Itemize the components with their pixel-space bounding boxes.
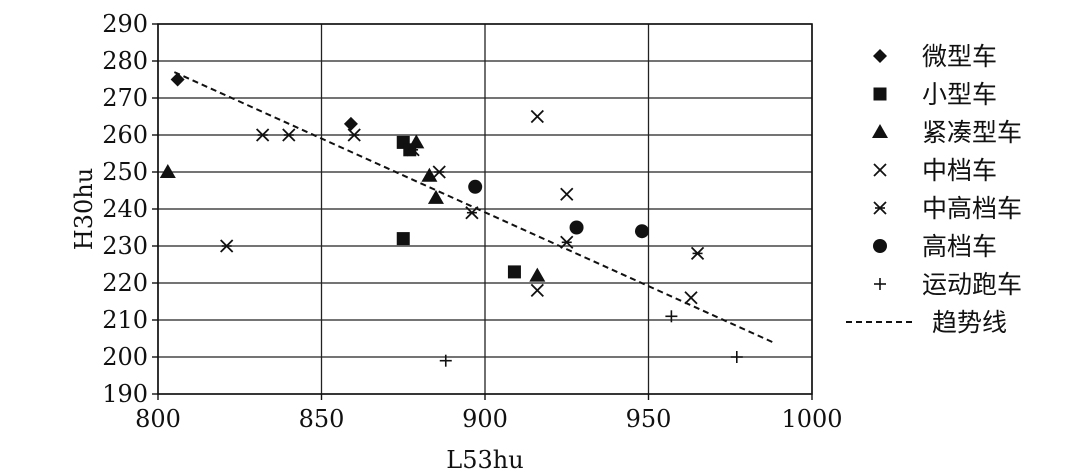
legend-item: 中档车 bbox=[873, 156, 997, 185]
triangle-marker bbox=[159, 164, 176, 178]
y-tick-label: 250 bbox=[102, 158, 148, 186]
legend-marker bbox=[873, 163, 887, 177]
data-point bbox=[347, 128, 361, 142]
y-tick-label: 260 bbox=[102, 121, 148, 149]
x-marker-stroke bbox=[530, 283, 544, 298]
x-axis-title: L53hu bbox=[446, 446, 523, 471]
y-tick-label: 280 bbox=[102, 47, 148, 75]
y-tick-label: 240 bbox=[102, 195, 148, 223]
x-marker-stroke bbox=[530, 109, 544, 124]
legend-marker bbox=[873, 49, 887, 63]
data-point bbox=[560, 187, 574, 201]
data-point bbox=[468, 179, 483, 194]
x-marker-stroke bbox=[684, 291, 698, 305]
data-point bbox=[465, 206, 479, 220]
y-tick-label: 230 bbox=[102, 232, 148, 260]
legend-item: 高档车 bbox=[873, 232, 997, 261]
circle-marker bbox=[468, 179, 483, 194]
y-tick-label: 190 bbox=[102, 380, 148, 408]
data-point bbox=[530, 109, 544, 124]
triangle-marker bbox=[421, 167, 438, 182]
data-point bbox=[634, 224, 649, 239]
triangle-marker bbox=[872, 124, 888, 138]
trendline bbox=[173, 71, 774, 344]
legend-label: 微型车 bbox=[922, 42, 997, 71]
diamond-marker bbox=[343, 116, 358, 131]
triangle-marker bbox=[427, 189, 444, 204]
legend-item: 趋势线 bbox=[846, 308, 1007, 337]
x-tick-label: 1000 bbox=[781, 405, 842, 433]
x-tick-label: 800 bbox=[135, 405, 181, 433]
data-point bbox=[684, 291, 698, 305]
circle-marker bbox=[873, 239, 887, 253]
data-point bbox=[560, 235, 574, 249]
data-point bbox=[256, 128, 270, 142]
legend-item: 运动跑车 bbox=[874, 270, 1022, 299]
square-marker bbox=[873, 87, 887, 101]
triangle-marker bbox=[408, 134, 425, 149]
diamond-marker bbox=[873, 49, 887, 63]
data-point bbox=[408, 134, 425, 149]
data-point bbox=[439, 354, 452, 367]
legend-marker bbox=[872, 124, 888, 138]
trendline-path bbox=[173, 71, 774, 344]
y-tick-label: 220 bbox=[102, 269, 148, 297]
legend-item: 微型车 bbox=[873, 42, 997, 71]
data-point bbox=[406, 143, 420, 157]
data-point bbox=[343, 116, 358, 131]
legend-marker bbox=[873, 87, 887, 101]
legend-marker bbox=[873, 201, 887, 215]
y-tick-label: 290 bbox=[102, 10, 148, 38]
legend-label: 中高档车 bbox=[922, 194, 1022, 223]
data-point bbox=[690, 246, 705, 261]
legend-label: 运动跑车 bbox=[922, 270, 1022, 299]
data-point bbox=[170, 72, 185, 87]
legend-label: 高档车 bbox=[922, 232, 997, 261]
data-point bbox=[569, 220, 584, 235]
circle-marker bbox=[634, 224, 649, 239]
data-point bbox=[730, 351, 743, 363]
data-points bbox=[159, 72, 743, 367]
data-point bbox=[282, 128, 296, 142]
y-tick-label: 200 bbox=[102, 343, 148, 371]
y-tick-label: 270 bbox=[102, 84, 148, 112]
x-tick-label: 950 bbox=[626, 405, 672, 433]
data-point bbox=[427, 189, 444, 204]
legend-label: 中档车 bbox=[922, 156, 997, 185]
tick-labels: 190 200 210 220 230 240 250 260 270 280 290 800 850 9… bbox=[102, 10, 842, 433]
legend-label: 趋势线 bbox=[932, 308, 1007, 337]
legend-item: 小型车 bbox=[873, 80, 997, 109]
axes bbox=[152, 23, 813, 400]
legend-marker bbox=[874, 278, 886, 290]
data-point bbox=[665, 310, 678, 323]
data-point bbox=[530, 283, 544, 298]
diamond-marker bbox=[170, 72, 185, 87]
x-tick-label: 850 bbox=[299, 405, 345, 433]
data-point bbox=[529, 267, 546, 282]
legend-item: 紧凑型车 bbox=[872, 118, 1022, 147]
x-tick-label: 900 bbox=[462, 405, 508, 433]
square-marker bbox=[396, 232, 410, 246]
x-marker-stroke bbox=[873, 163, 887, 177]
legend-item: 中高档车 bbox=[873, 194, 1022, 223]
y-axis-title: H30hu bbox=[70, 168, 98, 250]
data-point bbox=[159, 164, 176, 178]
legend-marker bbox=[873, 239, 887, 253]
triangle-marker bbox=[529, 267, 546, 282]
gridlines bbox=[157, 23, 813, 395]
data-point bbox=[396, 232, 410, 246]
legend-label: 小型车 bbox=[922, 80, 997, 109]
y-tick-label: 210 bbox=[102, 306, 148, 334]
data-point bbox=[432, 165, 446, 179]
data-point bbox=[421, 167, 438, 182]
circle-marker bbox=[569, 220, 584, 235]
data-point bbox=[507, 265, 521, 279]
legend-label: 紧凑型车 bbox=[922, 118, 1022, 147]
data-point bbox=[220, 239, 234, 253]
x-marker-stroke bbox=[560, 187, 574, 201]
square-marker bbox=[507, 265, 521, 279]
